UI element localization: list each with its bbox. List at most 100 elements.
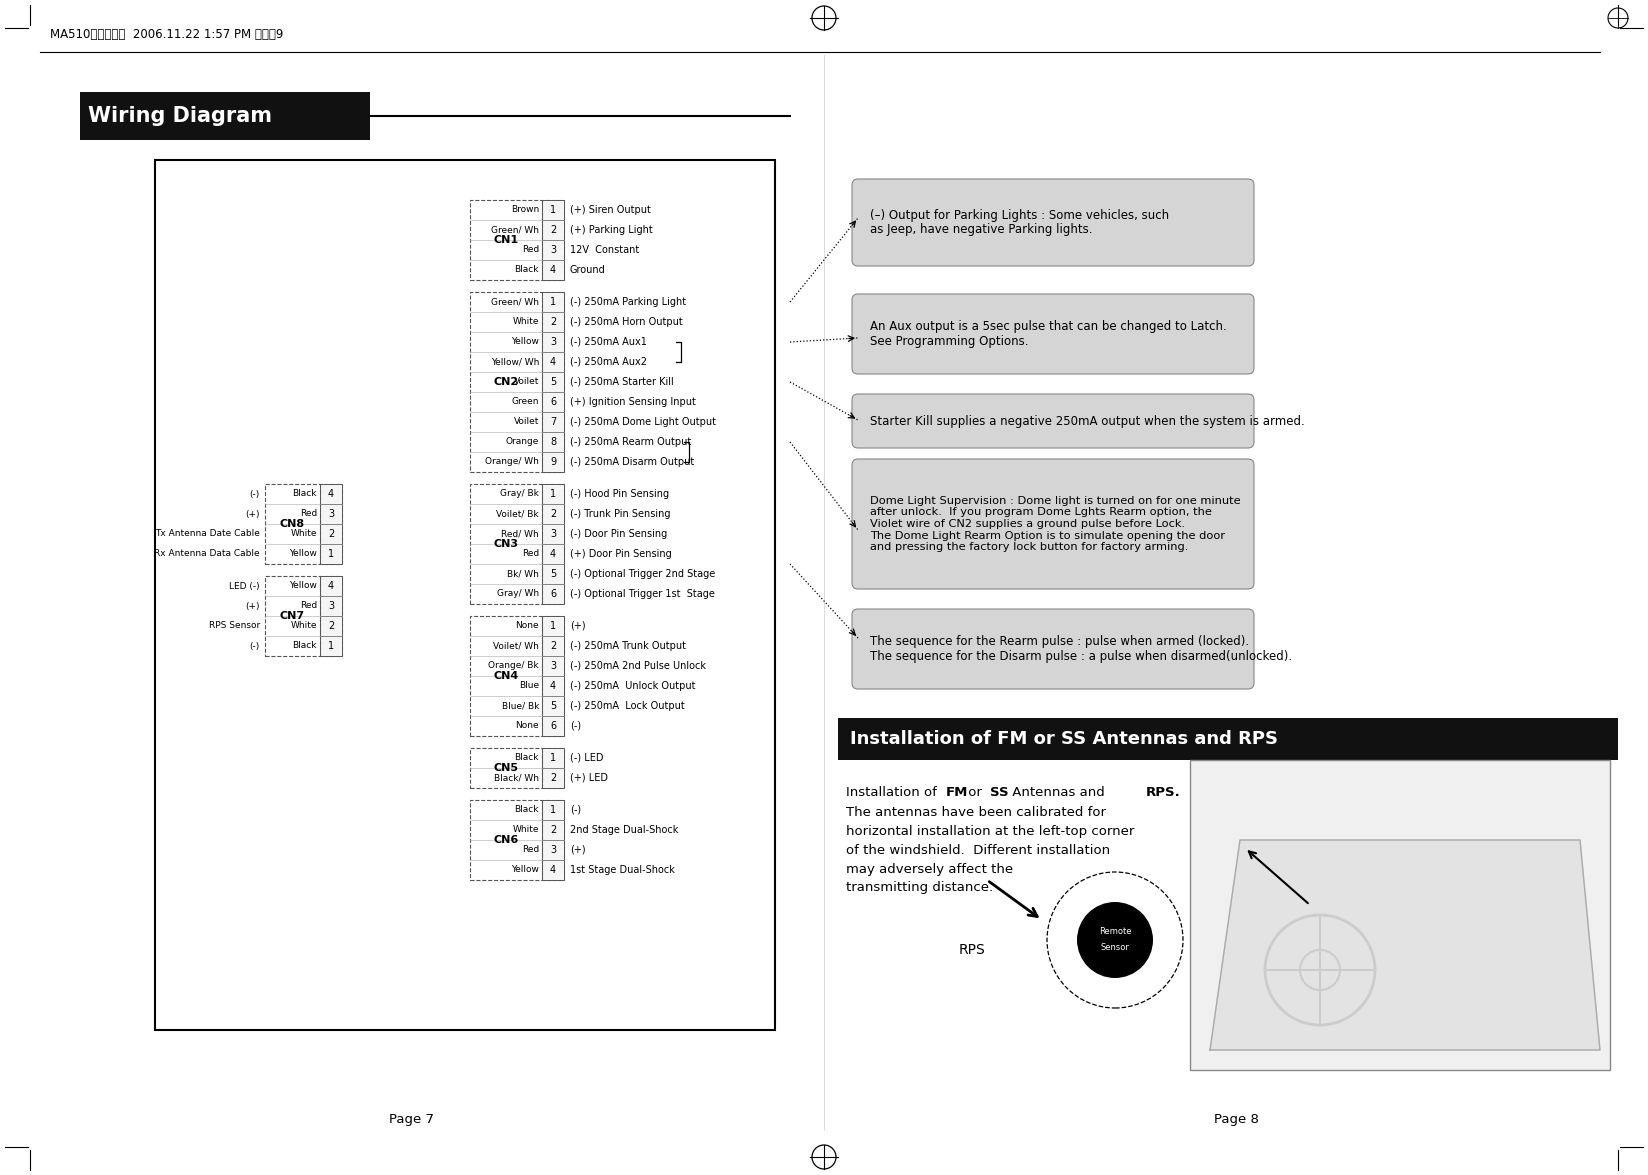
Text: 2: 2 [550, 642, 555, 651]
Text: An Aux output is a 5sec pulse that can be changed to Latch.
See Programming Opti: An Aux output is a 5sec pulse that can b… [870, 320, 1226, 348]
Text: 2nd Stage Dual-Shock: 2nd Stage Dual-Shock [570, 825, 679, 835]
Text: Voilet: Voilet [514, 377, 539, 387]
FancyBboxPatch shape [320, 544, 343, 564]
FancyBboxPatch shape [542, 820, 564, 840]
Text: Sensor: Sensor [1101, 944, 1129, 953]
Text: Dome Light Supervision : Dome light is turned on for one minute
after unlock.  I: Dome Light Supervision : Dome light is t… [870, 496, 1241, 552]
Text: 2: 2 [550, 317, 555, 327]
Text: (-) Optional Trigger 1st  Stage: (-) Optional Trigger 1st Stage [570, 589, 715, 599]
Text: (+) Ignition Sensing Input: (+) Ignition Sensing Input [570, 397, 695, 407]
Text: 4: 4 [550, 865, 555, 875]
FancyBboxPatch shape [837, 718, 1618, 760]
Text: Yellow/ Wh: Yellow/ Wh [491, 357, 539, 367]
Text: Green/ Wh: Green/ Wh [491, 297, 539, 307]
Text: 3: 3 [550, 337, 555, 347]
Text: 3: 3 [328, 600, 335, 611]
FancyBboxPatch shape [320, 576, 343, 596]
Text: (-) 250mA Aux2: (-) 250mA Aux2 [570, 357, 648, 367]
FancyBboxPatch shape [320, 504, 343, 524]
Text: (-) 250mA Aux1: (-) 250mA Aux1 [570, 337, 648, 347]
Text: White: White [513, 826, 539, 834]
FancyBboxPatch shape [542, 616, 564, 636]
Text: The sequence for the Rearm pulse : pulse when armed (locked).
The sequence for t: The sequence for the Rearm pulse : pulse… [870, 634, 1292, 663]
FancyBboxPatch shape [542, 524, 564, 544]
Text: 1: 1 [550, 204, 555, 215]
Text: Red: Red [522, 550, 539, 558]
Text: Blue/ Bk: Blue/ Bk [501, 701, 539, 711]
Text: 6: 6 [550, 397, 555, 407]
Text: 3: 3 [550, 845, 555, 855]
Text: or: or [964, 786, 986, 799]
Text: Ground: Ground [570, 266, 606, 275]
Text: Blue: Blue [519, 682, 539, 691]
Text: (-) 250mA Disarm Output: (-) 250mA Disarm Output [570, 457, 694, 466]
Text: 2: 2 [550, 773, 555, 783]
Text: Bk/ Wh: Bk/ Wh [508, 570, 539, 578]
Text: Red: Red [300, 510, 316, 518]
Text: (+) LED: (+) LED [570, 773, 608, 783]
Text: Voilet/ Wh: Voilet/ Wh [493, 642, 539, 651]
FancyBboxPatch shape [542, 840, 564, 860]
Text: Installation of: Installation of [845, 786, 941, 799]
FancyBboxPatch shape [155, 160, 775, 1030]
Text: 1: 1 [550, 489, 555, 499]
Text: Black: Black [514, 266, 539, 275]
Text: 8: 8 [550, 437, 555, 447]
Text: 5: 5 [550, 377, 555, 387]
Text: (-) 250mA  Lock Output: (-) 250mA Lock Output [570, 701, 686, 711]
Text: may adversely affect the: may adversely affect the [845, 862, 1014, 875]
Circle shape [1078, 902, 1154, 978]
FancyBboxPatch shape [320, 524, 343, 544]
FancyBboxPatch shape [320, 596, 343, 616]
Text: 9: 9 [550, 457, 555, 466]
FancyBboxPatch shape [265, 484, 343, 564]
Text: 1: 1 [550, 297, 555, 307]
FancyBboxPatch shape [542, 240, 564, 260]
Text: Yellow: Yellow [288, 550, 316, 558]
FancyBboxPatch shape [542, 200, 564, 220]
Text: White: White [290, 530, 316, 538]
Text: Black/ Wh: Black/ Wh [494, 773, 539, 783]
FancyBboxPatch shape [542, 352, 564, 372]
FancyBboxPatch shape [320, 484, 343, 504]
Text: (-): (-) [250, 642, 260, 651]
Text: 4: 4 [328, 580, 335, 591]
Text: Red/ Wh: Red/ Wh [501, 530, 539, 538]
Text: CN4: CN4 [493, 671, 519, 682]
FancyBboxPatch shape [542, 260, 564, 280]
Text: Voilet: Voilet [514, 417, 539, 427]
Text: (+) Parking Light: (+) Parking Light [570, 224, 653, 235]
Text: RPS Sensor: RPS Sensor [209, 622, 260, 631]
Text: Black: Black [514, 806, 539, 814]
Text: None: None [516, 622, 539, 631]
Text: 4: 4 [550, 266, 555, 275]
Text: 4: 4 [550, 357, 555, 367]
FancyBboxPatch shape [1190, 760, 1610, 1070]
Text: White: White [290, 622, 316, 631]
FancyBboxPatch shape [542, 748, 564, 768]
FancyBboxPatch shape [542, 412, 564, 432]
Text: Brown: Brown [511, 206, 539, 215]
Text: Red: Red [522, 246, 539, 255]
Text: Green: Green [511, 397, 539, 407]
FancyBboxPatch shape [470, 484, 564, 604]
Text: 1: 1 [328, 549, 335, 559]
Polygon shape [1210, 840, 1600, 1050]
Text: Black: Black [292, 490, 316, 498]
Text: CN7: CN7 [280, 611, 305, 622]
Text: (+): (+) [246, 510, 260, 518]
Text: 6: 6 [550, 721, 555, 731]
Text: None: None [516, 721, 539, 731]
Text: (+) Siren Output: (+) Siren Output [570, 204, 651, 215]
Text: (-): (-) [250, 490, 260, 498]
FancyBboxPatch shape [542, 564, 564, 584]
Text: (-) 250mA Trunk Output: (-) 250mA Trunk Output [570, 642, 686, 651]
Text: (-): (-) [570, 805, 582, 815]
Text: CN6: CN6 [493, 835, 519, 845]
FancyBboxPatch shape [81, 92, 371, 140]
Text: CN3: CN3 [493, 539, 519, 549]
Text: 5: 5 [550, 569, 555, 579]
Text: (-): (-) [570, 721, 582, 731]
FancyBboxPatch shape [470, 200, 564, 280]
Text: 2: 2 [550, 509, 555, 519]
